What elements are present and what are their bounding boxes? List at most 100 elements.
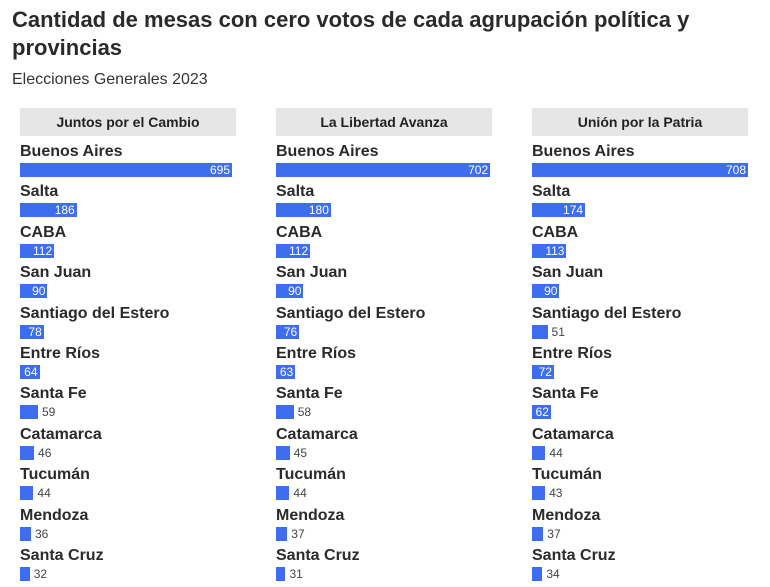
data-label: 112 [33, 243, 53, 258]
category-label: Santa Cruz [276, 547, 360, 564]
data-label: 44 [37, 486, 51, 501]
bar [20, 284, 48, 299]
bar-row: Tucumán 44 [276, 466, 492, 506]
category-label: Catamarca [276, 425, 358, 443]
bar-row: CABA 112 [276, 224, 492, 264]
data-label: 64 [24, 365, 38, 379]
category-label: San Juan [20, 264, 92, 282]
data-label: 59 [42, 405, 56, 420]
bar-row: Buenos Aires 702 [276, 143, 492, 183]
bar [532, 567, 543, 581]
bar-row: San Juan 90 [276, 264, 492, 304]
data-label: 44 [293, 486, 307, 501]
bar-row: CABA 112 [20, 224, 236, 264]
bar [532, 445, 546, 460]
bar-row: San Juan 90 [20, 264, 236, 304]
bar-row: Tucumán 43 [532, 466, 748, 506]
category-label: Santa Cruz [532, 547, 616, 564]
bar [20, 526, 31, 541]
category-label: Mendoza [276, 506, 345, 524]
bar-row: Catamarca 46 [20, 426, 236, 466]
data-label: 34 [546, 567, 560, 581]
bar [532, 163, 748, 177]
bar-row: Santiago del Estero 78 [20, 305, 236, 345]
category-label: Catamarca [20, 425, 102, 443]
bar-row: Santiago del Estero 76 [276, 305, 492, 345]
bar-row: Entre Ríos 63 [276, 345, 492, 385]
bar [276, 486, 290, 501]
data-label: 72 [538, 365, 552, 379]
category-label: Santa Fe [20, 385, 87, 403]
category-label: CABA [532, 223, 579, 241]
data-label: 37 [291, 526, 305, 541]
bar-row: Mendoza 37 [276, 507, 492, 547]
bar [276, 203, 331, 218]
bar [20, 445, 35, 460]
bar-row: Buenos Aires 708 [532, 143, 748, 183]
bar [20, 243, 55, 258]
bar-row: Salta 186 [20, 183, 236, 223]
bar-row: Mendoza 36 [20, 507, 236, 547]
category-label: Buenos Aires [20, 143, 123, 160]
data-label: 695 [210, 163, 231, 177]
bar [20, 324, 44, 339]
panel-1: Juntos por el Cambio [20, 108, 236, 136]
category-label: Tucumán [276, 466, 346, 484]
data-label: 63 [279, 365, 294, 379]
bar [20, 567, 30, 581]
category-label: Salta [532, 183, 571, 201]
bar-row: Buenos Aires 695 [20, 143, 236, 183]
chart-subtitle: Elecciones Generales 2023 [12, 71, 208, 88]
data-label: 31 [289, 567, 303, 581]
category-label: Santiago del Estero [276, 304, 426, 322]
data-label: 51 [551, 324, 565, 339]
data-label: 174 [563, 203, 584, 218]
panel-header: Juntos por el Cambio [20, 108, 236, 136]
bar-row: CABA 113 [532, 224, 748, 264]
bar-row: Tucumán 44 [20, 466, 236, 506]
data-label: 90 [544, 284, 558, 299]
bar [276, 445, 290, 460]
data-label: 702 [468, 163, 489, 177]
category-label: San Juan [276, 264, 348, 282]
category-label: Salta [276, 183, 315, 201]
category-label: Entre Ríos [276, 345, 357, 362]
category-label: Entre Ríos [532, 345, 613, 362]
data-label: 37 [547, 526, 561, 541]
data-label: 76 [283, 324, 298, 339]
data-label: 46 [38, 445, 52, 460]
data-label: 36 [34, 526, 49, 541]
bar-row: Catamarca 45 [276, 426, 492, 466]
bar-row: Santa Cruz 31 [276, 547, 492, 587]
category-label: Santiago del Estero [532, 304, 682, 322]
category-label: CABA [276, 223, 323, 241]
bar-row: Santa Fe 62 [532, 385, 748, 425]
bar [532, 284, 560, 299]
bar [276, 284, 304, 299]
data-label: 62 [535, 405, 549, 420]
bar-row: Salta 180 [276, 183, 492, 223]
category-label: Catamarca [532, 425, 614, 443]
data-label: 180 [308, 203, 329, 218]
bar-row: Entre Ríos 64 [20, 345, 236, 385]
bar-row: Santa Cruz 32 [20, 547, 236, 587]
bar [20, 365, 40, 379]
panel-header: Unión por la Patria [532, 108, 748, 136]
bar [20, 163, 233, 177]
category-label: Mendoza [532, 506, 601, 524]
category-label: Buenos Aires [532, 143, 635, 160]
data-label: 113 [545, 243, 565, 258]
category-label: Santiago del Estero [20, 304, 170, 322]
bar [532, 365, 554, 379]
bar [20, 203, 77, 218]
bar [532, 324, 548, 339]
bar [20, 405, 38, 420]
bar [276, 365, 296, 379]
bar-row: Santa Fe 59 [20, 385, 236, 425]
data-label: 58 [297, 405, 312, 420]
bar [532, 203, 586, 218]
category-label: Santa Fe [276, 385, 343, 403]
data-label: 708 [725, 163, 746, 177]
bar-row: Mendoza 37 [532, 507, 748, 547]
data-label: 32 [33, 567, 48, 581]
